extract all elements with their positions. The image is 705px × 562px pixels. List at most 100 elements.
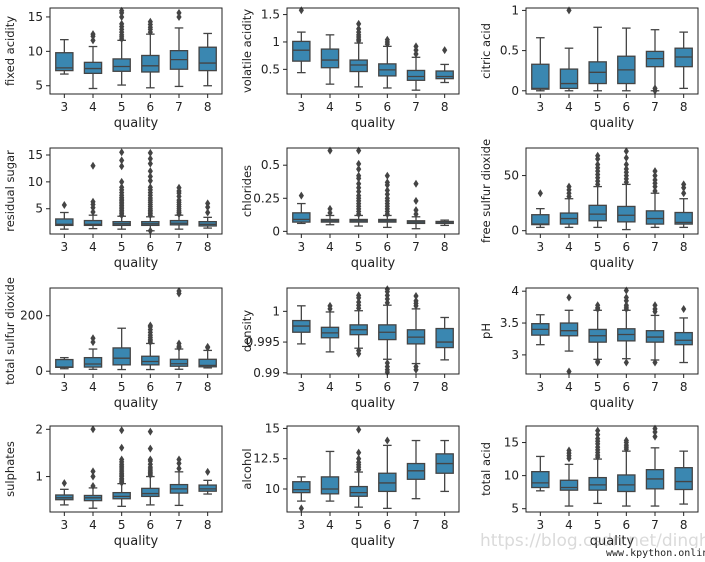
outlier-point (356, 165, 362, 174)
iqr-box (617, 205, 636, 223)
y-axis-label: total acid (479, 442, 493, 496)
x-tick-label: 4 (565, 100, 573, 114)
y-tick-label: 5 (35, 202, 43, 216)
axes-frame (525, 147, 699, 235)
x-tick-label: 6 (623, 518, 631, 532)
box-quality-3 (531, 189, 550, 229)
watermark-site: www.kpython.online (604, 548, 705, 559)
x-tick-label: 5 (594, 240, 602, 254)
axes-frame (286, 425, 460, 513)
outlier-point (442, 46, 448, 55)
y-axis-label: free sulfur dioxide (479, 139, 493, 243)
box-quality-4 (320, 301, 340, 353)
iqr-box (83, 219, 103, 227)
outlier-point (356, 19, 362, 28)
outlier-point (90, 425, 96, 434)
box-quality-3 (292, 305, 311, 345)
outlier-point (681, 180, 687, 189)
x-tick-label: 3 (298, 518, 306, 532)
x-tick-label: 8 (680, 240, 688, 254)
box-quality-5 (588, 151, 607, 229)
x-tick-label: 7 (651, 240, 659, 254)
x-tick-label: 4 (89, 518, 97, 532)
y-tick-label: 1 (35, 470, 43, 484)
iqr-box (292, 40, 311, 62)
x-axis-label: quality (351, 396, 396, 411)
outlier-point (176, 339, 182, 348)
y-tick-label: 0.99 (253, 366, 280, 380)
box-quality-5 (588, 426, 607, 505)
box-quality-8 (435, 46, 454, 84)
outlier-point (147, 17, 153, 26)
outlier-point (566, 182, 572, 191)
x-tick-label: 5 (118, 380, 126, 394)
box-quality-7 (645, 424, 665, 507)
box-quality-4 (320, 450, 340, 502)
outlier-point (652, 175, 658, 184)
box-quality-7 (169, 287, 189, 370)
box-quality-8 (435, 439, 454, 493)
outlier-point (356, 349, 362, 358)
outlier-point (147, 154, 153, 163)
outlier-point (356, 159, 362, 168)
x-tick-label: 7 (412, 240, 420, 254)
iqr-box (435, 70, 454, 80)
x-tick-label: 5 (355, 380, 363, 394)
outlier-point (595, 426, 601, 435)
subplot-4: 5 10 15 3 4 5 6 7 8 quality residual sugar (3, 147, 223, 271)
y-tick-label: 4 (511, 284, 519, 298)
outlier-point (623, 358, 629, 367)
y-tick-label: 0.5 (261, 158, 280, 172)
x-tick-label: 3 (537, 100, 545, 114)
box-quality-7 (169, 183, 189, 230)
outlier-point (356, 448, 362, 457)
outlier-point (413, 291, 419, 300)
outlier-point (652, 424, 658, 433)
box-quality-5 (349, 19, 368, 88)
iqr-box (320, 48, 340, 69)
x-tick-label: 4 (89, 380, 97, 394)
iqr-box (198, 46, 217, 72)
outlier-point (681, 189, 687, 198)
y-tick-label: 0 (511, 224, 519, 238)
outlier-point (176, 183, 182, 192)
iqr-box (292, 212, 311, 223)
x-tick-label: 7 (412, 518, 420, 532)
x-tick-label: 4 (326, 518, 334, 532)
outlier-point (623, 160, 629, 169)
x-tick-label: 7 (175, 240, 183, 254)
x-tick-label: 6 (384, 100, 392, 114)
x-tick-label: 4 (89, 100, 97, 114)
box-quality-5 (588, 301, 607, 367)
x-tick-label: 8 (204, 240, 212, 254)
y-tick-label: 1 (511, 3, 519, 17)
x-tick-label: 4 (565, 380, 573, 394)
outlier-point (384, 171, 390, 180)
iqr-box (55, 358, 74, 368)
iqr-box (320, 476, 340, 495)
box-quality-7 (406, 291, 426, 374)
x-tick-label: 4 (89, 240, 97, 254)
outlier-point (356, 24, 362, 33)
x-tick-label: 6 (623, 100, 631, 114)
y-axis-label: citric acid (479, 23, 493, 79)
x-tick-label: 7 (412, 100, 420, 114)
x-tick-label: 7 (175, 380, 183, 394)
outlier-point (61, 200, 67, 209)
box-quality-8 (198, 32, 217, 87)
box-quality-6 (617, 436, 636, 507)
box-quality-6 (378, 436, 397, 510)
outlier-point (119, 12, 125, 21)
x-tick-label: 3 (298, 240, 306, 254)
x-tick-label: 3 (537, 518, 545, 532)
outlier-point (623, 164, 629, 173)
subplot-9: 3 3.5 4 3 4 5 6 7 8 quality pH (479, 284, 699, 411)
x-tick-label: 7 (175, 518, 183, 532)
box-quality-8 (674, 31, 693, 90)
box-quality-4 (83, 425, 103, 509)
box-quality-3 (55, 356, 74, 370)
x-tick-label: 8 (441, 380, 449, 394)
outlier-point (147, 176, 153, 185)
outlier-point (298, 504, 304, 513)
subplot-2: 0.5 1 1.5 3 4 5 6 7 8 quality volatile acidity (240, 6, 460, 131)
